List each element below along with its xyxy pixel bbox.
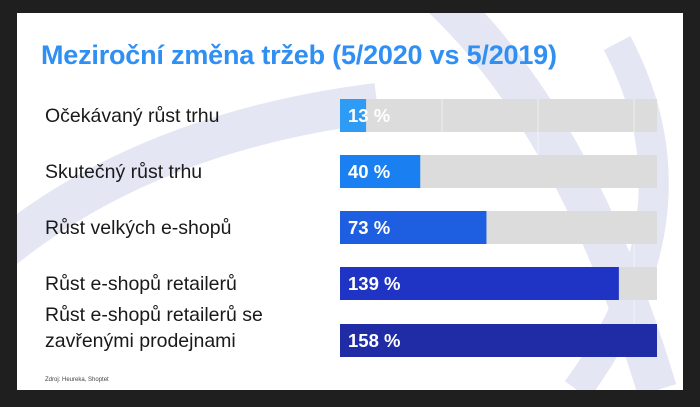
chart-title: Meziroční změna tržeb (5/2020 vs 5/2019) (41, 40, 557, 70)
source-note: Zdroj: Heureka, Shoptet (45, 377, 109, 383)
bar (340, 324, 657, 357)
bar (340, 99, 367, 132)
chart-labels: Očekávaný růst trhu 13 % Skutečný růst trh… (17, 13, 683, 390)
bar-track (340, 99, 657, 132)
category-label: Růst e-shopů retailerů (45, 272, 237, 295)
bar-value-label: 73 % (348, 216, 391, 238)
bar-value-label: 40 % (348, 160, 391, 182)
category-label: Skutečný růst trhu (45, 160, 203, 183)
bar (340, 155, 421, 188)
bar (340, 211, 487, 244)
category-label: Růst e-shopů retailerů se zavřenými prod… (45, 304, 263, 352)
category-label: Očekávaný růst trhu (45, 104, 220, 127)
category-label: Růst velkých e-shopů (45, 216, 232, 239)
bar-value-label: 158 % (348, 329, 401, 351)
bar-chart (340, 99, 657, 357)
slide: Meziroční změna tržeb (5/2020 vs 5/2019)… (17, 13, 683, 390)
bar-value-label: 13 % (348, 104, 391, 126)
bar (340, 267, 619, 300)
bar-value-label: 139 % (348, 272, 401, 294)
